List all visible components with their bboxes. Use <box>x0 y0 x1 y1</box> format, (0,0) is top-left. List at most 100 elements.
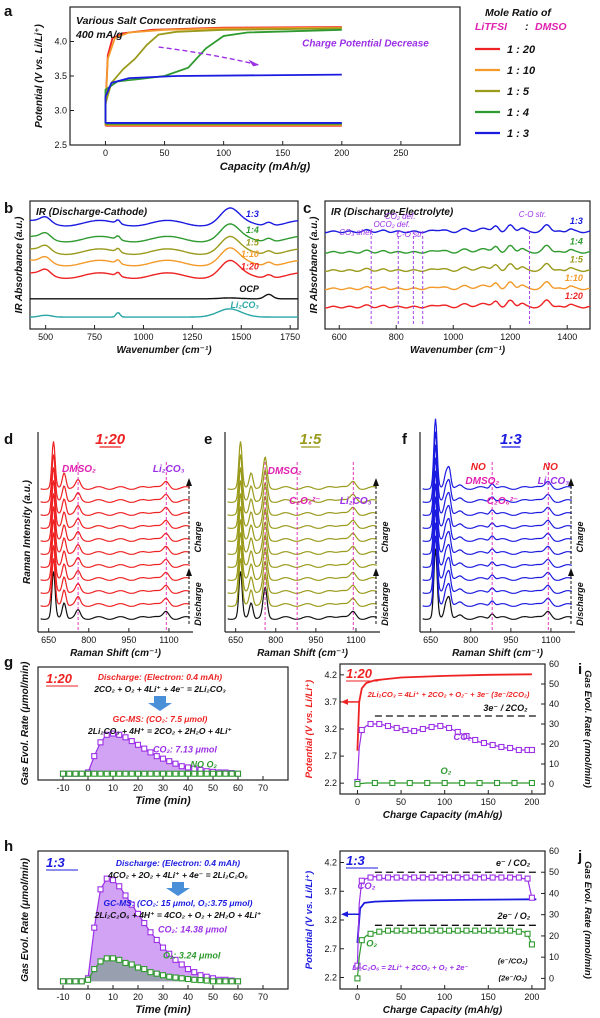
i-marker <box>367 720 374 728</box>
h-marker <box>197 972 204 979</box>
a-arrow-head <box>248 59 260 67</box>
h-marker <box>216 978 223 985</box>
h-marker <box>153 970 160 977</box>
f-label: NO <box>471 462 486 473</box>
j-y2-tick-label: 20 <box>549 931 559 941</box>
b-spectrum <box>29 223 299 243</box>
g-x-tick-label: 10 <box>108 783 118 793</box>
h-x-tick-label: 50 <box>208 992 218 1002</box>
i-y-tick-label: 4.2 <box>324 670 337 680</box>
i-marker <box>445 724 453 732</box>
f-x-tick-label: 1100 <box>541 635 560 645</box>
h-marker <box>159 944 167 951</box>
e-spectrum <box>227 467 378 516</box>
f-label: Li₂CO₃ <box>538 476 570 487</box>
g-annotation: CO₂: 7.13 μmol <box>153 744 217 754</box>
g-marker <box>191 770 198 777</box>
panel-letter-i: i <box>578 661 582 678</box>
h-marker <box>141 966 148 973</box>
d-arrow-head <box>186 568 192 576</box>
i-x-axis-label: Charge Capacity (mAh/g) <box>383 810 503 821</box>
b-x-tick-label: 750 <box>87 332 102 342</box>
b-spectrum <box>29 207 299 227</box>
i-marker <box>384 722 392 730</box>
d-spectrum <box>40 493 191 542</box>
j-marker <box>445 927 453 934</box>
a-charge-line <box>104 73 342 123</box>
f-spectrum <box>422 548 573 620</box>
a-y-tick-label: 3.0 <box>54 106 67 116</box>
h-annotation: O₂: 3.24 μmol <box>163 950 221 960</box>
h-marker <box>234 978 242 985</box>
d-spectrum <box>40 454 191 503</box>
i-annotation: 3e⁻ / 2CO₂ <box>483 703 528 713</box>
e-title: 1:5 <box>300 431 322 448</box>
i-y2-tick-label: 0 <box>549 779 554 789</box>
j-y2-axis-label: Gas Evol. Rate (nmol/min) <box>582 861 593 979</box>
c-annotation: OCO₂ def. <box>373 220 410 229</box>
i-marker <box>511 779 518 787</box>
g-marker <box>147 749 154 756</box>
a-annotation: Charge Potential Decrease <box>302 38 429 49</box>
h-marker <box>141 920 148 927</box>
e-spectrum <box>227 519 378 568</box>
h-marker <box>191 976 198 983</box>
j-marker <box>384 874 392 881</box>
e-spectrum <box>227 571 378 620</box>
j-x-axis-label: Charge Capacity (mAh/g) <box>383 1005 503 1016</box>
b-y-axis-label: IR Absorbance (a.u.) <box>14 216 25 314</box>
g-marker <box>91 753 98 760</box>
j-y-tick-label: 2.2 <box>324 973 337 983</box>
g-annotation: Discharge: (Electron: 0.4 mAh) <box>98 672 222 682</box>
j-annotation: CO₂ <box>357 881 375 892</box>
h-marker <box>122 892 129 899</box>
g-marker <box>97 739 104 746</box>
h-marker <box>172 974 179 981</box>
e-spectrum <box>227 441 378 490</box>
b-series-label: 1:4 <box>246 225 259 235</box>
d-spectrum <box>40 571 191 620</box>
h-marker <box>103 955 110 962</box>
e-x-tick-label: 950 <box>308 635 323 645</box>
b-spectrum <box>29 235 299 256</box>
j-marker <box>402 874 409 881</box>
c-annotation: C-O str. <box>396 230 424 239</box>
g-marker <box>228 770 235 777</box>
i-marker <box>472 736 479 744</box>
h-down-arrow <box>166 882 190 896</box>
i-x-tick-label: 50 <box>396 797 406 807</box>
j-marker <box>354 962 361 969</box>
e-label: Li₂CO₃ <box>340 496 372 507</box>
h-marker <box>128 961 135 968</box>
f-label: Charge <box>575 521 585 552</box>
i-y-axis-label: Potential (V vs. Li/Li⁺) <box>304 680 315 778</box>
i-marker <box>419 725 426 733</box>
a-arrow <box>158 46 260 66</box>
c-spectrum <box>324 244 591 254</box>
d-x-tick-label: 1100 <box>159 635 178 645</box>
b-series-label: Li₂CO₃ <box>230 300 259 310</box>
h-marker <box>109 955 117 962</box>
j-potential-line <box>356 898 537 944</box>
a-charge-line <box>104 27 342 125</box>
c-x-tick-label: 1400 <box>557 332 577 342</box>
panel-letter-b: b <box>4 200 13 217</box>
i-marker <box>489 741 496 749</box>
j-marker <box>528 941 535 948</box>
j-marker <box>498 874 505 881</box>
g-marker <box>134 741 142 748</box>
h-marker <box>91 966 98 973</box>
i-marker <box>454 728 461 736</box>
h-marker <box>59 978 67 985</box>
h-marker <box>72 978 79 985</box>
h-x-tick-label: 20 <box>133 992 143 1002</box>
d-spectrum <box>40 532 191 581</box>
g-marker <box>159 770 167 777</box>
f-label: Discharge <box>575 582 585 626</box>
panel-letter-j: j <box>577 848 582 865</box>
a-charge-line <box>104 28 342 124</box>
f-spectrum <box>422 522 573 594</box>
g-marker <box>134 770 142 777</box>
j-marker <box>393 874 400 881</box>
b-x-tick-label: 1000 <box>133 332 153 342</box>
